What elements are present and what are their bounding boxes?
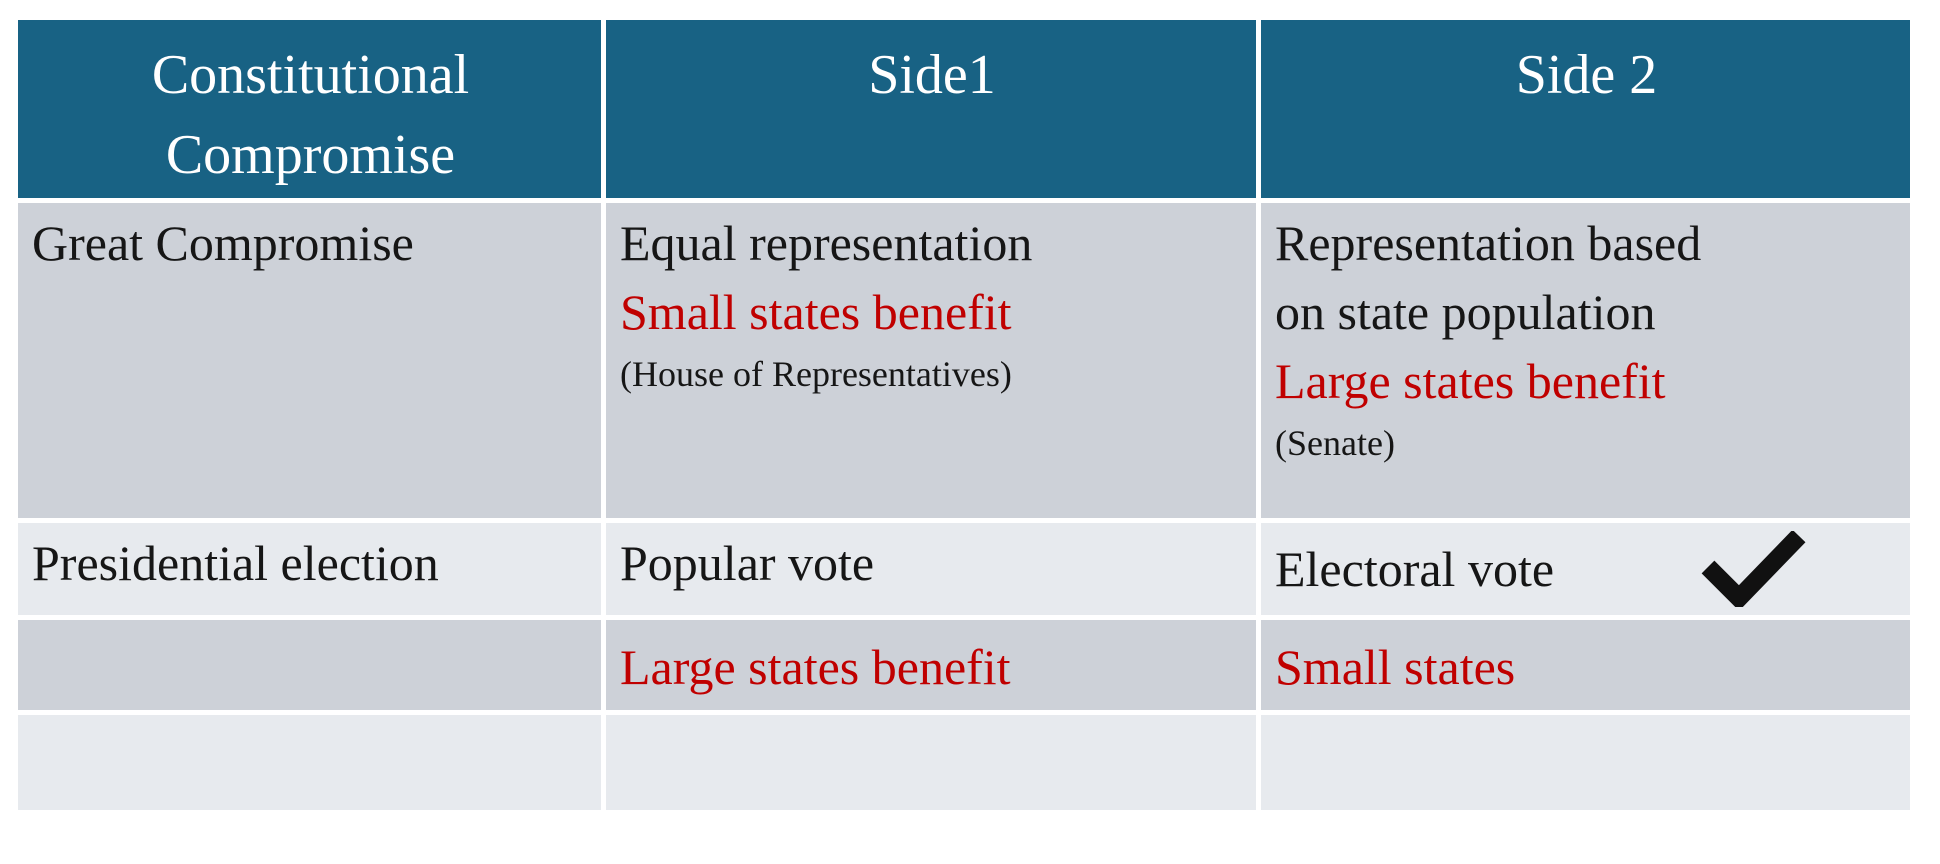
header-cell-side1: Side1 xyxy=(606,20,1256,198)
cell-text: Popular vote xyxy=(620,535,875,591)
cell-empty xyxy=(18,715,601,810)
cell-text-parenthetical: (Senate) xyxy=(1275,423,1395,463)
cell-text: Electoral vote xyxy=(1275,540,1555,597)
cell-side2-great-compromise: Representation based on state population… xyxy=(1261,203,1910,518)
cell-compromise-great-compromise: Great Compromise xyxy=(18,203,601,518)
cell-side1-great-compromise: Equal representation Small states benefi… xyxy=(606,203,1256,518)
cell-text-emphasis: Large states benefit xyxy=(620,639,1011,695)
cell-empty xyxy=(1261,715,1910,810)
cell-text: on state population xyxy=(1275,284,1656,340)
cell-compromise-empty xyxy=(18,620,601,710)
cell-text: Equal representation xyxy=(620,215,1033,271)
cell-side2-benefit: Small states xyxy=(1261,620,1910,710)
cell-side1-presidential-election: Popular vote xyxy=(606,523,1256,615)
cell-text-emphasis: Large states benefit xyxy=(1275,353,1666,409)
header-cell-constitutional-compromise: Constitutional Compromise xyxy=(18,20,601,198)
cell-text-parenthetical: (House of Representatives) xyxy=(620,354,1012,394)
cell-text: Great Compromise xyxy=(32,215,414,271)
header-label: Side1 xyxy=(868,44,996,106)
cell-text-emphasis: Small states xyxy=(1275,639,1516,695)
cell-text: Representation based xyxy=(1275,215,1702,271)
cell-side2-presidential-election: Electoral vote xyxy=(1261,523,1910,615)
cell-side1-benefit: Large states benefit xyxy=(606,620,1256,710)
header-label: Side 2 xyxy=(1515,44,1658,106)
cell-compromise-presidential-election: Presidential election xyxy=(18,523,601,615)
header-label: Constitutional Compromise xyxy=(151,44,470,186)
cell-text: Presidential election xyxy=(32,535,439,591)
cell-empty xyxy=(606,715,1256,810)
checkmark-icon xyxy=(1701,531,1806,607)
cell-text-emphasis: Small states benefit xyxy=(620,284,1012,340)
header-cell-side2: Side 2 xyxy=(1261,20,1910,198)
constitutional-compromise-table: Constitutional Compromise Side1 Side 2 G… xyxy=(18,20,1910,810)
